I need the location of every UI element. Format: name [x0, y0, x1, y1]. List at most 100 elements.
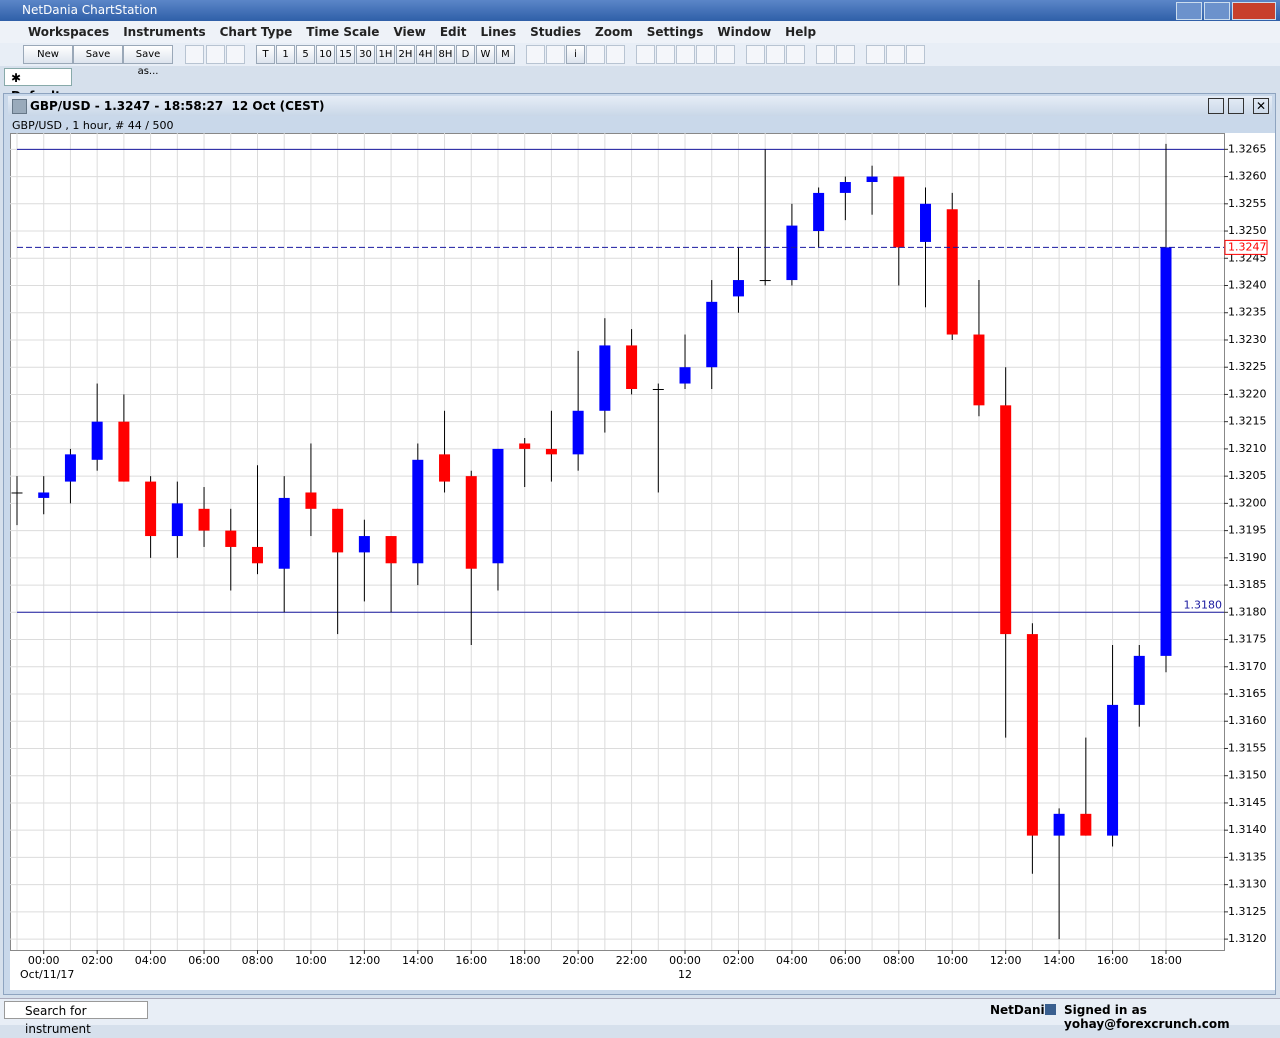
menu-item[interactable]: Studies: [530, 25, 581, 39]
y-tick-label: 1.3190: [1228, 551, 1267, 564]
x-tick-label: 12:00: [349, 954, 381, 967]
workspace-tab[interactable]: ✱ Default: [4, 68, 72, 103]
x-tick-label: 02:00: [723, 954, 755, 967]
detach-chart[interactable]: [1228, 98, 1244, 114]
tool-icon[interactable]: [906, 45, 925, 64]
timeframe-button[interactable]: 8H: [436, 45, 455, 64]
info-button[interactable]: i: [566, 45, 585, 64]
restore-chart[interactable]: [1208, 98, 1224, 114]
timeframe-button[interactable]: M: [496, 45, 515, 64]
window-controls: [1176, 2, 1276, 20]
chart-subheader: GBP/USD , 1 hour, # 44 / 500: [12, 119, 174, 132]
x-tick-label: 00:00: [28, 954, 60, 967]
timeframe-button[interactable]: 2H: [396, 45, 415, 64]
tool-icon[interactable]: [606, 45, 625, 64]
timeframe-button[interactable]: 30: [356, 45, 375, 64]
menu-item[interactable]: Settings: [646, 25, 704, 39]
timeframe-button[interactable]: 15: [336, 45, 355, 64]
menu-item[interactable]: Window: [717, 25, 772, 39]
x-tick-label: 14:00: [402, 954, 434, 967]
tool-icon[interactable]: [766, 45, 785, 64]
file-button[interactable]: New: [23, 45, 73, 64]
tool-icon[interactable]: [786, 45, 805, 64]
timeframe-button[interactable]: D: [456, 45, 475, 64]
timeframe-button[interactable]: 10: [316, 45, 335, 64]
candle-body: [652, 388, 664, 390]
menu-item[interactable]: Workspaces: [28, 25, 110, 39]
close-chart[interactable]: ✕: [1253, 98, 1269, 114]
tool-icon[interactable]: [586, 45, 605, 64]
tool-icon[interactable]: [676, 45, 695, 64]
timeframe-button[interactable]: 1: [276, 45, 295, 64]
x-date-label: 12: [678, 968, 692, 981]
last-price-label: 1.3247: [1228, 240, 1267, 253]
candle-body: [145, 481, 157, 537]
x-tick-label: 22:00: [616, 954, 648, 967]
candle-body: [91, 421, 103, 460]
candle-body: [1026, 634, 1038, 836]
search-box[interactable]: Search for instrument: [4, 1001, 148, 1036]
y-tick-label: 1.3255: [1228, 197, 1267, 210]
timeframe-button[interactable]: 4H: [416, 45, 435, 64]
menu-item[interactable]: Instruments: [123, 25, 206, 39]
candle-body: [198, 508, 210, 531]
menu-item[interactable]: Zoom: [595, 25, 633, 39]
tool-icon[interactable]: [866, 45, 885, 64]
x-tick-label: 06:00: [188, 954, 220, 967]
candle-body: [519, 443, 531, 449]
candle-body: [973, 334, 985, 406]
menu-item[interactable]: Help: [785, 25, 817, 39]
window-title: NetDania ChartStation: [22, 3, 158, 17]
chart-type-icon[interactable]: [185, 45, 204, 64]
timeframe-button[interactable]: W: [476, 45, 495, 64]
menu-item[interactable]: Edit: [439, 25, 467, 39]
timeframe-button[interactable]: 5: [296, 45, 315, 64]
x-tick-label: 08:00: [242, 954, 274, 967]
maximize[interactable]: [1204, 2, 1230, 20]
minimize[interactable]: [1176, 2, 1202, 20]
timeframe-button[interactable]: T: [256, 45, 275, 64]
tool-icon[interactable]: [656, 45, 675, 64]
tool-icon[interactable]: [696, 45, 715, 64]
candle-body: [1053, 813, 1065, 836]
candle-body: [920, 203, 932, 242]
candle-body: [1080, 813, 1092, 836]
chart-type-icon[interactable]: [226, 45, 245, 64]
candle-body: [64, 454, 76, 482]
y-tick-label: 1.3170: [1228, 660, 1267, 673]
menu-item[interactable]: Chart Type: [219, 25, 293, 39]
menu-item[interactable]: View: [393, 25, 426, 39]
tool-icon[interactable]: [546, 45, 565, 64]
tool-icon[interactable]: [746, 45, 765, 64]
y-tick-label: 1.3230: [1228, 333, 1267, 346]
tool-icon[interactable]: [836, 45, 855, 64]
y-tick-label: 1.3235: [1228, 306, 1267, 319]
chart: 1.3120 1.3125 1.3130 1.3135 1.3140 1.3145 1.31…: [10, 133, 1268, 981]
candle-body: [385, 536, 397, 564]
tool-icon[interactable]: [716, 45, 735, 64]
tool-icon[interactable]: [886, 45, 905, 64]
y-tick-label: 1.3165: [1228, 687, 1267, 700]
y-tick-label: 1.3175: [1228, 633, 1267, 646]
chart-type-icon[interactable]: [206, 45, 225, 64]
menu-item[interactable]: Lines: [480, 25, 517, 39]
candle-body: [492, 448, 504, 564]
file-button[interactable]: Save as...: [123, 45, 173, 77]
last-price-box: [1224, 239, 1268, 255]
candle-body: [412, 459, 424, 564]
timeframe-button[interactable]: 1H: [376, 45, 395, 64]
tool-icon[interactable]: [526, 45, 545, 64]
x-tick-label: 00:00: [669, 954, 701, 967]
candle-body: [278, 497, 290, 569]
candle-body: [11, 492, 23, 494]
search-text: Search for instrument: [25, 1004, 91, 1036]
menu-item[interactable]: Time Scale: [306, 25, 380, 39]
tool-icon[interactable]: [816, 45, 835, 64]
x-tick-label: 06:00: [829, 954, 861, 967]
tool-icon[interactable]: [636, 45, 655, 64]
y-tick-label: 1.3205: [1228, 469, 1267, 482]
close[interactable]: [1232, 2, 1276, 20]
file-button[interactable]: Save: [73, 45, 123, 64]
